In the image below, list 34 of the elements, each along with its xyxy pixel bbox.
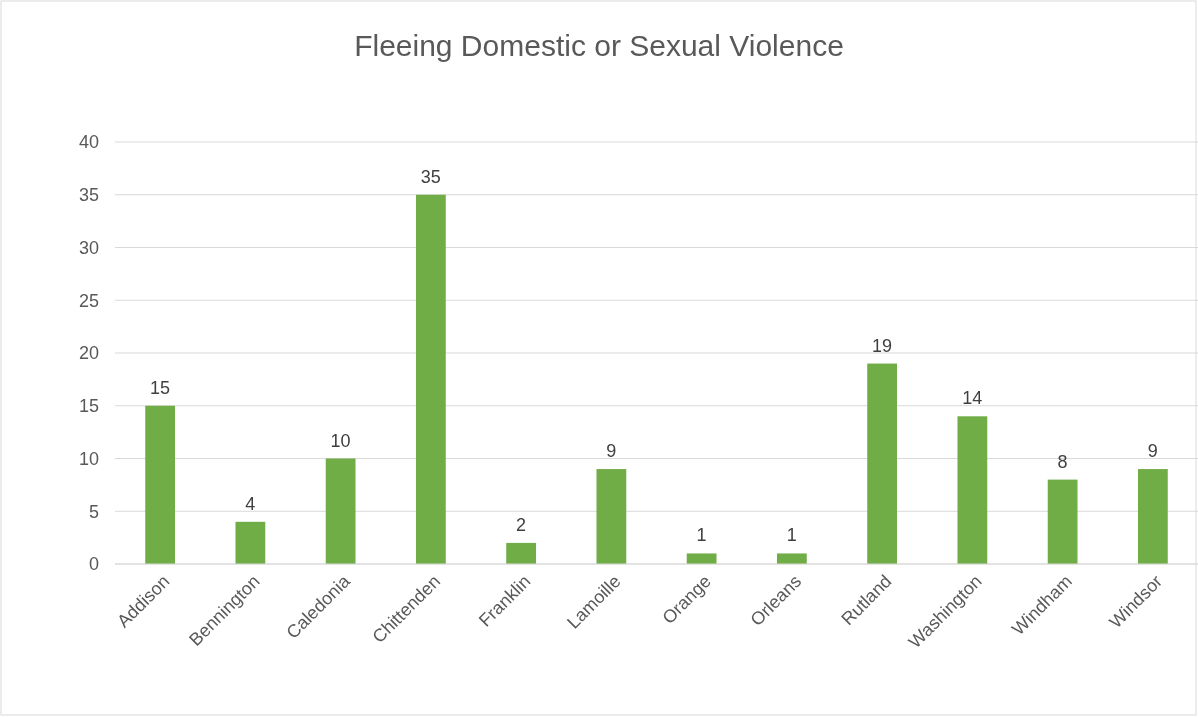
bar [1137,469,1168,564]
bar [1047,479,1078,564]
data-label: 19 [872,335,893,356]
y-tick-label: 35 [78,185,99,206]
bar [867,363,898,564]
bar [415,194,446,564]
data-label: 8 [1057,451,1068,472]
data-label: 35 [420,166,441,187]
y-tick-label: 40 [78,132,99,153]
y-tick-label: 20 [78,343,99,364]
data-label: 10 [330,430,351,451]
bar [145,405,176,564]
bar [325,458,356,564]
data-label: 4 [245,493,256,514]
data-label: 1 [696,525,707,546]
data-label: 2 [516,514,527,535]
data-label: 1 [786,525,797,546]
y-tick-label: 15 [78,396,99,417]
y-tick-label: 25 [78,290,99,311]
y-tick-label: 10 [78,448,99,469]
chart-title: Fleeing Domestic or Sexual Violence [354,29,844,62]
data-label: 9 [606,441,617,462]
data-label: 9 [1147,441,1158,462]
y-tick-label: 5 [88,501,99,522]
bar [506,542,537,564]
bar [776,553,807,564]
y-tick-label: 30 [78,237,99,258]
bar [957,416,988,564]
data-label: 14 [962,388,983,409]
bar [686,553,717,564]
y-tick-label: 0 [88,554,99,575]
data-label: 15 [150,377,171,398]
bar [596,469,627,564]
bar [235,521,266,564]
